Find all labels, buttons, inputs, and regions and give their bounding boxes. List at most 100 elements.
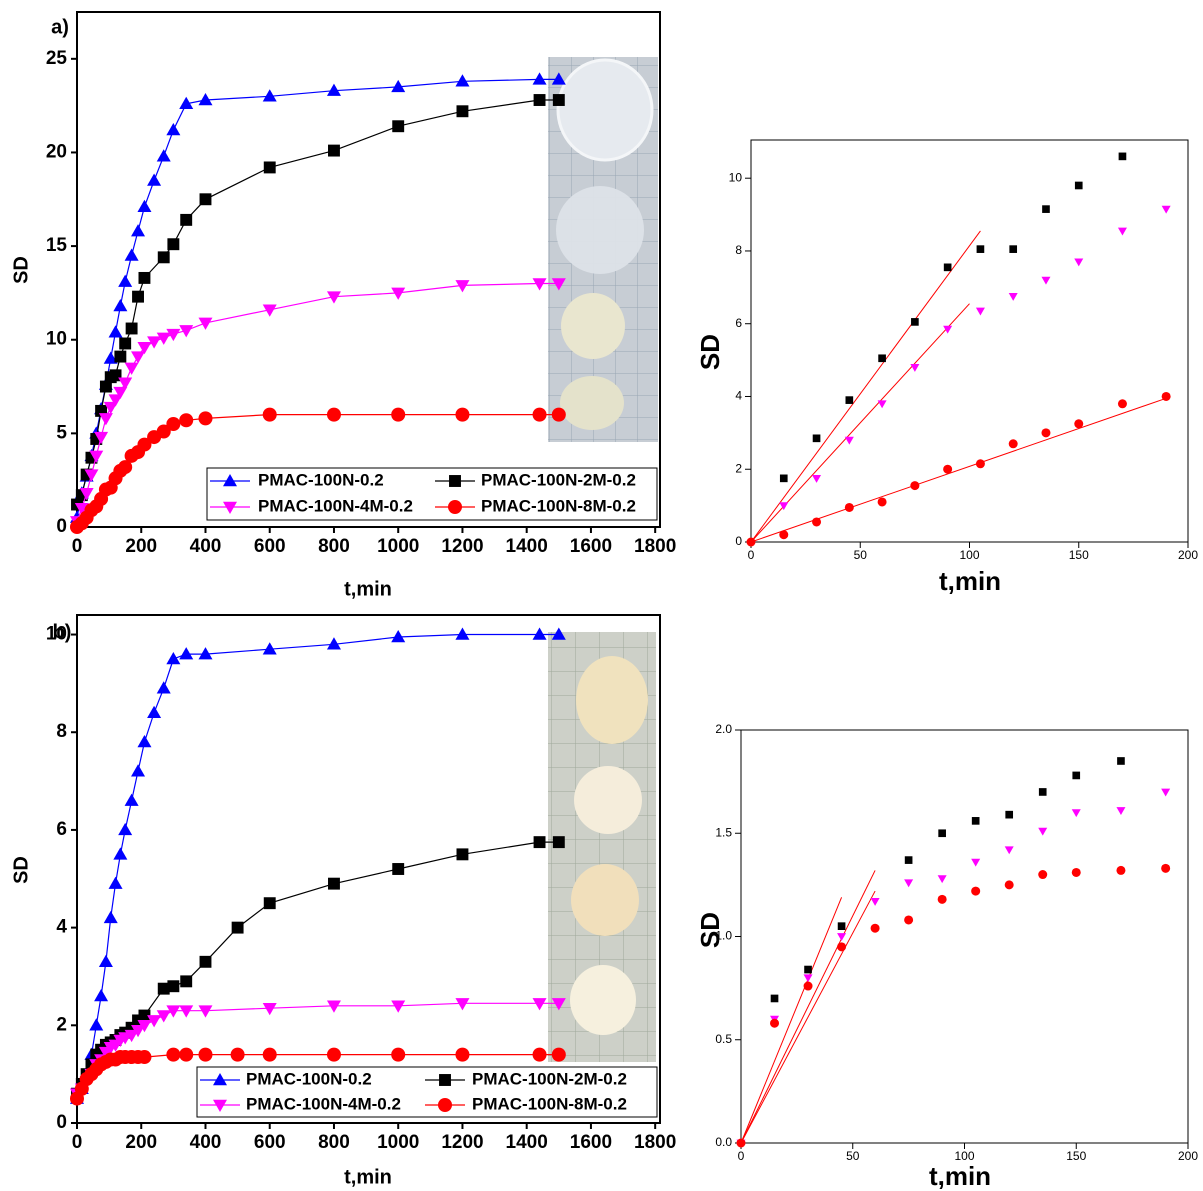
- y-tick-label: 5: [56, 422, 67, 443]
- marker: [938, 829, 946, 838]
- marker: [137, 437, 152, 452]
- x-tick-label: 150: [1069, 548, 1089, 562]
- marker: [1071, 809, 1081, 818]
- y-tick-label: 0.5: [715, 1032, 732, 1046]
- y-tick-label: 8: [56, 721, 67, 742]
- marker: [456, 848, 469, 861]
- legend-box: [196, 1066, 658, 1118]
- panel-label: a): [51, 16, 69, 38]
- marker: [551, 278, 566, 291]
- marker: [837, 922, 846, 930]
- marker: [94, 989, 109, 1002]
- marker: [156, 332, 171, 345]
- x-tick-label: 800: [318, 536, 350, 557]
- marker: [1004, 846, 1014, 855]
- marker: [1072, 771, 1081, 780]
- marker: [156, 681, 171, 694]
- y-tick-label: 25: [46, 48, 68, 69]
- x-tick-label: 0: [748, 548, 755, 562]
- marker: [89, 1018, 104, 1031]
- marker: [199, 955, 212, 968]
- marker: [113, 386, 128, 400]
- y-tick-label: 0: [735, 534, 742, 548]
- marker: [552, 836, 565, 849]
- marker: [147, 336, 162, 349]
- x-tick-label: 100: [954, 1149, 974, 1163]
- series-line: [76, 78, 559, 518]
- marker: [262, 1002, 277, 1016]
- marker: [213, 1099, 227, 1112]
- marker: [103, 401, 118, 415]
- marker: [179, 1047, 194, 1062]
- y-tick-label: 6: [735, 316, 742, 330]
- marker: [137, 735, 152, 748]
- marker: [878, 354, 886, 363]
- marker: [131, 764, 146, 777]
- marker: [837, 942, 847, 952]
- x-tick-label: 200: [1178, 548, 1198, 562]
- marker: [326, 83, 341, 96]
- legend-label: PMAC-100N-8M-0.2: [481, 496, 636, 515]
- legend: PMAC-100N-0.2 PMAC-100N-2M-0.2 PMAC-100N-4…: [196, 1066, 658, 1118]
- marker: [180, 975, 193, 988]
- marker: [943, 325, 953, 334]
- marker: [328, 877, 340, 890]
- marker: [326, 1047, 341, 1062]
- x-tick-label: 50: [846, 1149, 860, 1163]
- marker: [138, 271, 151, 284]
- marker: [179, 413, 194, 428]
- y-tick-label: 10: [46, 624, 67, 645]
- x-tick-label: 600: [254, 1132, 286, 1153]
- marker: [113, 847, 128, 860]
- marker: [551, 627, 566, 640]
- photo: [548, 57, 658, 442]
- marker: [118, 460, 133, 475]
- marker: [943, 263, 952, 272]
- marker: [455, 627, 470, 640]
- marker: [328, 144, 340, 157]
- marker: [198, 1005, 213, 1018]
- marker: [1009, 245, 1018, 253]
- x-tick-label: 0: [72, 536, 83, 557]
- marker: [552, 94, 565, 106]
- marker: [84, 469, 99, 482]
- x-tick-label: 200: [125, 1132, 157, 1153]
- marker: [870, 923, 880, 933]
- marker: [85, 451, 98, 464]
- marker: [124, 793, 139, 806]
- marker: [231, 921, 244, 934]
- x-axis-label: t,min: [344, 1166, 392, 1188]
- x-tick-label: 800: [318, 1132, 350, 1153]
- marker: [262, 304, 277, 317]
- marker: [943, 464, 953, 474]
- marker: [812, 474, 822, 483]
- y-tick-label: 4: [56, 917, 67, 938]
- x-tick-label: 150: [1066, 1149, 1086, 1163]
- x-tick-label: 1400: [506, 1132, 548, 1153]
- marker: [532, 998, 547, 1011]
- chart: 0 200 400 600 800 1000 1200 1400 1600 1800 0 5 10 15 2…: [10, 11, 676, 600]
- marker: [262, 642, 277, 655]
- marker: [75, 489, 88, 502]
- marker: [166, 651, 181, 665]
- marker: [533, 94, 546, 106]
- marker: [157, 251, 170, 264]
- x-tick-label: 1600: [570, 1132, 612, 1153]
- marker: [911, 318, 919, 326]
- x-tick-label: 0: [738, 1149, 745, 1163]
- x-tick-label: 1200: [441, 536, 483, 557]
- marker: [118, 822, 133, 836]
- y-tick-label: 0: [56, 1112, 67, 1133]
- marker: [1117, 227, 1127, 236]
- marker: [124, 362, 139, 375]
- marker: [108, 394, 123, 407]
- marker: [391, 1000, 406, 1013]
- marker: [1008, 293, 1018, 301]
- marker: [845, 396, 854, 404]
- y-axis-label: SD: [695, 334, 725, 370]
- marker: [1116, 865, 1126, 875]
- x-axis-label: t,min: [929, 1161, 991, 1191]
- marker: [770, 994, 779, 1003]
- marker: [455, 998, 470, 1011]
- marker: [971, 858, 981, 867]
